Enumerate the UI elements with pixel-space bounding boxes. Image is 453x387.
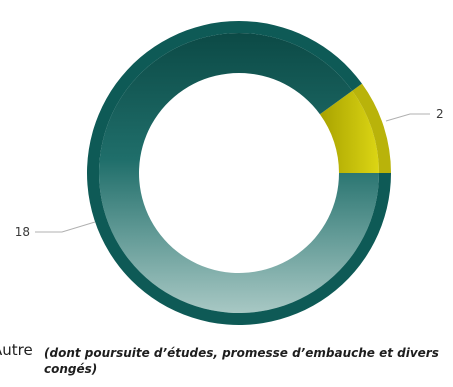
leader-line-1: [385, 113, 430, 122]
legend-note: (dont poursuite d’études, promesse d’emb…: [44, 346, 439, 376]
data-label-2: 18: [15, 225, 30, 239]
legend-label: Autre: [0, 341, 33, 359]
data-label-1: 2: [436, 107, 444, 121]
donut-slice-1: [319, 90, 379, 173]
donut-slice-2: [98, 32, 379, 313]
donut-slice-rim-1: [352, 83, 391, 173]
leader-line-2: [35, 221, 96, 233]
